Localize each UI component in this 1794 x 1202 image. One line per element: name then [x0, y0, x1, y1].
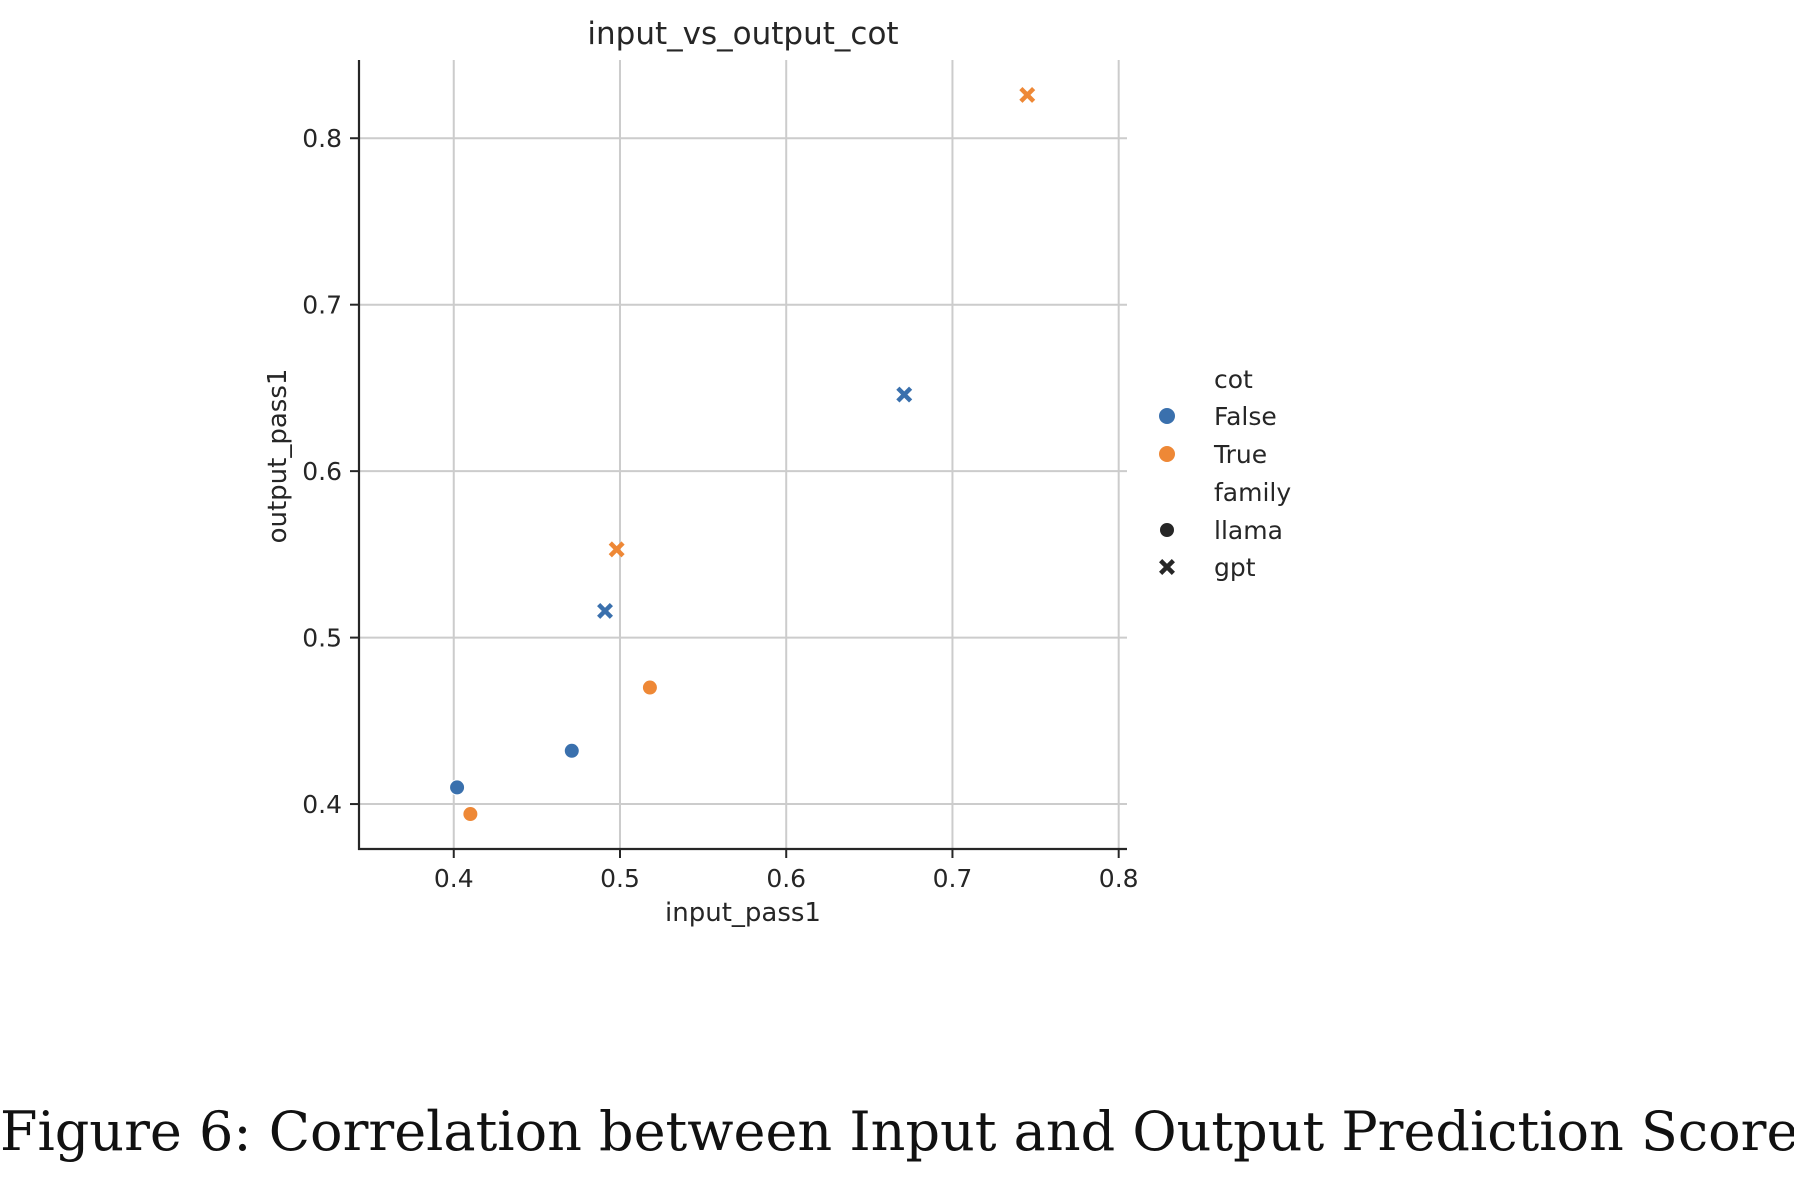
legend-label-true: True: [1213, 440, 1267, 469]
x-tick-label: 0.5: [600, 864, 640, 893]
x-tick-label: 0.6: [766, 864, 806, 893]
legend-label-false: False: [1214, 402, 1277, 431]
y-axis-ticks: 0.4 0.5 0.6 0.7 0.8: [302, 124, 359, 819]
data-point-llama-cot-false: [563, 742, 580, 759]
x-tick-label: 0.7: [933, 864, 973, 893]
legend-marker-gpt: [1159, 559, 1175, 575]
x-axis-label: input_pass1: [665, 898, 821, 928]
legend-title-family: family: [1214, 478, 1291, 507]
y-tick-label: 0.6: [302, 457, 342, 486]
legend-label-llama: llama: [1214, 516, 1283, 545]
data-point-llama-cot-false: [449, 779, 466, 796]
y-tick-label: 0.8: [302, 124, 342, 153]
data-point-llama-cot-true: [641, 679, 658, 696]
y-tick-label: 0.7: [302, 291, 342, 320]
data-point-gpt-cot-false: [896, 386, 913, 403]
legend-label-gpt: gpt: [1214, 553, 1256, 582]
data-point-gpt-cot-true: [1019, 86, 1036, 103]
data-point-gpt-cot-true: [608, 541, 625, 558]
data-point-llama-cot-true: [462, 806, 479, 823]
y-tick-label: 0.4: [302, 790, 342, 819]
data-points: [449, 86, 1036, 823]
legend-marker-false: [1159, 408, 1175, 424]
x-tick-label: 0.8: [1099, 864, 1139, 893]
x-axis-ticks: 0.4 0.5 0.6 0.7 0.8: [434, 849, 1139, 893]
legend-title-cot: cot: [1214, 365, 1253, 394]
y-tick-label: 0.5: [302, 624, 342, 653]
legend-marker-llama: [1159, 522, 1175, 538]
grid: [359, 60, 1127, 849]
x-tick-label: 0.4: [434, 864, 474, 893]
scatter-chart: input_vs_output_cot 0.4 0.5 0.6 0.7 0.8 0.40…: [263, 16, 1291, 928]
legend-marker-true: [1159, 446, 1175, 462]
legend: cot False True family llama gpt: [1159, 365, 1291, 582]
data-point-gpt-cot-false: [597, 603, 613, 619]
axes: [357, 60, 1127, 851]
figure-caption: Figure 6: Correlation between Input and …: [0, 1100, 1794, 1163]
chart-title: input_vs_output_cot: [587, 16, 898, 52]
y-axis-label: output_pass1: [263, 369, 293, 544]
